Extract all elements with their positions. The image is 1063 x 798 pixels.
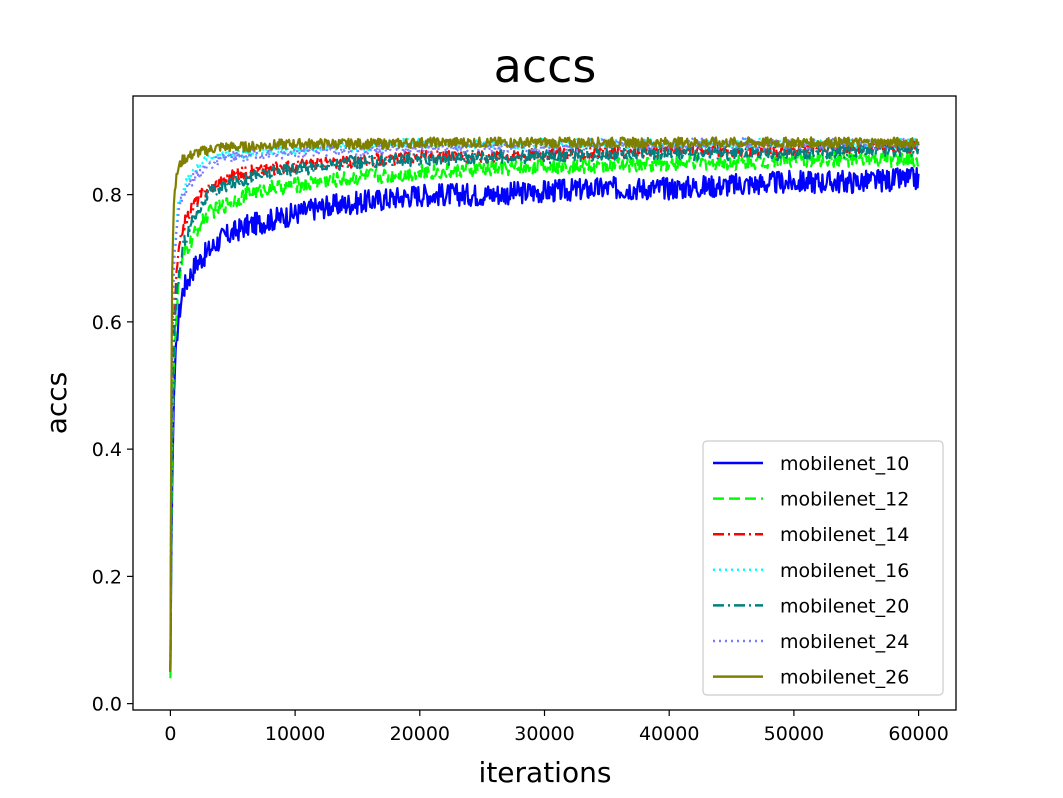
x-tick-label: 60000 xyxy=(888,723,948,745)
series-line-mobilenet_20 xyxy=(169,142,920,672)
y-tick-label: 0.4 xyxy=(92,439,122,461)
y-axis-ticks: 0.0 0.2 0.4 0.6 0.8 xyxy=(92,185,133,716)
y-axis-label: accs xyxy=(40,372,73,435)
legend-label-mobilenet_14: mobilenet_14 xyxy=(780,524,909,546)
x-tick-label: 50000 xyxy=(764,723,824,745)
legend-label-mobilenet_10: mobilenet_10 xyxy=(780,453,909,475)
legend-label-mobilenet_16: mobilenet_16 xyxy=(780,560,909,582)
series-line-mobilenet_12 xyxy=(169,151,920,679)
y-tick-label: 0.2 xyxy=(92,566,122,588)
x-tick-label: 0 xyxy=(164,723,176,745)
y-tick-label: 0.6 xyxy=(92,312,122,334)
x-tick-label: 30000 xyxy=(514,723,574,745)
x-tick-label: 10000 xyxy=(265,723,325,745)
x-axis-ticks: 0 10000 20000 30000 40000 50000 60000 xyxy=(164,710,949,745)
y-tick-label: 0.0 xyxy=(92,694,122,716)
series-line-mobilenet_26 xyxy=(169,136,920,672)
series-line-mobilenet_10 xyxy=(169,166,920,672)
legend-label-mobilenet_24: mobilenet_24 xyxy=(780,631,909,653)
x-tick-label: 20000 xyxy=(390,723,450,745)
y-tick-label: 0.8 xyxy=(92,185,122,207)
legend-box xyxy=(702,440,944,696)
x-tick-label: 40000 xyxy=(639,723,699,745)
legend: mobilenet_10 mobilenet_12 mobilenet_14mobi… xyxy=(702,440,944,696)
legend-label-mobilenet_12: mobilenet_12 xyxy=(780,489,909,511)
x-axis-label: iterations xyxy=(479,756,612,789)
plot-lines xyxy=(169,136,920,679)
legend-label-mobilenet_26: mobilenet_26 xyxy=(780,667,909,689)
legend-label-mobilenet_20: mobilenet_20 xyxy=(780,595,909,617)
chart-title: accs xyxy=(494,39,597,93)
